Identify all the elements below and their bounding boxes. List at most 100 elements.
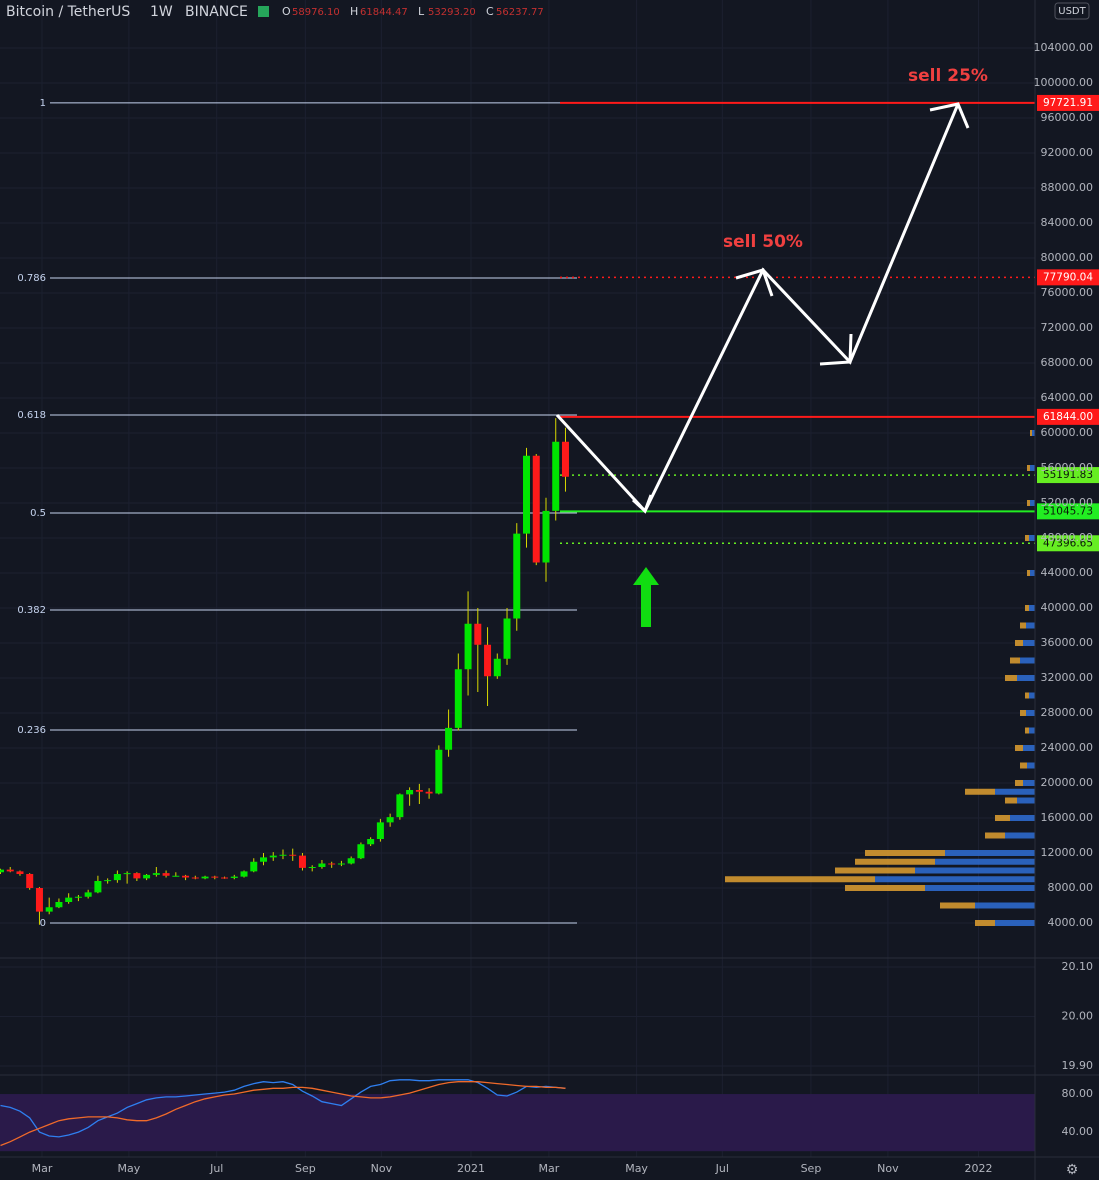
candle-body [123,873,131,875]
candle-body [406,790,414,795]
candle-body [74,896,82,898]
y-tick-label: 56000.00 [1041,461,1094,474]
price-tag-label: 77790.04 [1043,271,1093,283]
ohlc-name: L [418,5,425,18]
y-tick-label: 64000.00 [1041,391,1094,404]
y-tick-label: 16000.00 [1041,811,1094,824]
exchange: BINANCE [185,4,248,20]
candle-body [561,441,569,477]
candle-body [191,877,199,879]
x-tick-label: Jul [209,1162,223,1175]
annotation: sell 50% [723,232,803,252]
candle-body [201,876,209,879]
profile-down [1025,605,1029,612]
candle-body [26,874,34,889]
ohlc-legend: O 58976.10 H 61844.47 L 53293.20 C 56237.77 [282,5,544,18]
profile-up [925,885,1035,892]
price-tag [1037,94,1099,111]
candle-body [318,863,326,868]
candle-body [104,880,112,882]
x-tick-label: May [625,1162,648,1175]
currency-badge[interactable] [1054,2,1090,20]
rsi-band [0,1094,1035,1152]
profile-down [1015,780,1023,787]
candle-body [143,874,151,879]
candle-body [94,881,102,893]
price-tag [1037,503,1099,520]
profile-down [1025,692,1029,699]
profile-up [1026,622,1035,629]
candle-body [221,877,229,879]
y-tick-label: 28000.00 [1041,706,1094,719]
candle-body [396,794,404,818]
price-tag-label: 51045.73 [1043,505,1093,517]
y-tick-label: 44000.00 [1041,566,1094,579]
ohlc-name: O [282,5,291,18]
profile-down [1020,622,1026,629]
price-tag-label: 61844.00 [1043,411,1093,423]
candle-body [152,873,160,875]
settings-icon[interactable]: ⚙ [1066,1162,1079,1178]
candle-body [415,790,423,792]
profile-down [865,850,945,857]
fib-label: 0.382 [17,605,46,616]
status-icon[interactable] [258,6,269,17]
arrow-head [929,102,970,129]
fib-label: 0.618 [17,410,46,421]
annotation: sell 25% [908,66,988,86]
price-tag-label: 55191.83 [1043,469,1093,481]
rsi-line [0,1079,566,1138]
y-tick-label: 100000.00 [1034,76,1094,89]
y-tick-label: 20000.00 [1041,776,1094,789]
candle-body [211,876,219,878]
price-tag [1037,269,1099,286]
x-tick-label: Mar [539,1162,560,1175]
candle-body [133,873,141,879]
profile-up [1030,500,1035,507]
y-tick-label: 76000.00 [1041,286,1094,299]
candle-body [65,897,73,903]
profile-up [995,788,1035,795]
profile-down [1005,675,1017,682]
profile-up [1023,640,1035,647]
price-tag [1037,467,1099,484]
profile-down [1020,762,1027,769]
y-tick-label: 8000.00 [1048,881,1094,894]
arrow-head [735,268,774,297]
candle-body [552,441,560,511]
y-tick-label: 20.00 [1062,1010,1094,1023]
y-tick-label: 52000.00 [1041,496,1094,509]
candle-body [45,907,53,912]
x-tick-label: Nov [371,1162,393,1175]
profile-up [1026,710,1035,717]
candle-body [454,669,462,728]
candle-body [523,455,531,534]
candle-body [445,727,453,750]
candle-body [367,839,375,845]
profile-up [1029,692,1035,699]
profile-up [935,858,1035,865]
profile-down [975,920,995,927]
profile-up [1017,675,1035,682]
profile-down [1030,430,1032,437]
profile-down [1025,727,1029,734]
candle-body [328,863,336,865]
y-tick-label: 72000.00 [1041,321,1094,334]
profile-down [855,858,935,865]
candle-body [269,855,277,858]
y-tick-label: 32000.00 [1041,671,1094,684]
candle-body [474,623,482,645]
profile-up [945,850,1035,857]
candle-body [259,857,267,862]
candle-body [279,854,287,856]
y-tick-label: 40.00 [1062,1125,1094,1138]
x-tick-label: Nov [877,1162,899,1175]
y-tick-label: 48000.00 [1041,531,1094,544]
price-tag [1037,535,1099,552]
x-tick-label: Mar [32,1162,53,1175]
profile-up [1029,727,1035,734]
profile-up [1023,745,1035,752]
profile-down [1020,710,1026,717]
profile-down [1005,797,1017,804]
